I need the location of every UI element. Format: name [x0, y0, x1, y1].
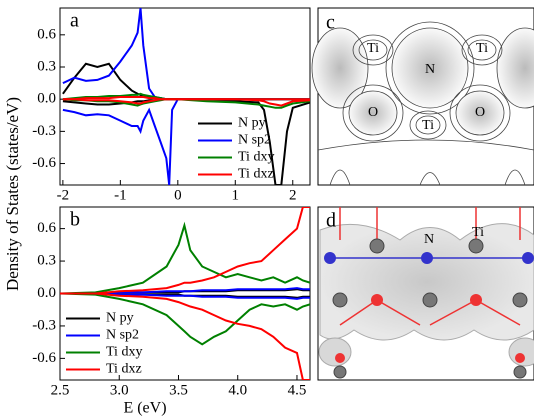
x-tick-label: 2.5 — [51, 382, 70, 398]
y-tick-label: -0.6 — [32, 350, 56, 366]
atom-label: O — [368, 105, 378, 120]
dos-line — [60, 221, 310, 295]
y-tick-label: 0.0 — [37, 285, 56, 301]
y-tick-label: 0.0 — [37, 91, 56, 107]
x-tick-label: -1 — [114, 187, 127, 203]
atom-label: N — [425, 62, 435, 77]
x-tick-label: 1 — [232, 187, 240, 203]
atom-label: Ti — [476, 41, 488, 56]
x-tick-label: 0 — [174, 187, 182, 203]
legend-label: Ti dxz — [106, 362, 142, 377]
legend-label: Ti dxy — [238, 150, 274, 165]
dos-line — [60, 207, 310, 295]
x-tick-label: -2 — [57, 187, 70, 203]
y-tick-label: 0.3 — [37, 253, 56, 269]
contour-map — [311, 7, 534, 186]
legend-label: N sp2 — [238, 133, 271, 148]
legend-label: Ti dxy — [106, 345, 142, 360]
y-tick-label: -0.3 — [32, 317, 56, 333]
panel-label: a — [70, 10, 79, 32]
y-tick-label: -0.3 — [32, 123, 56, 139]
y-tick-label: 0.6 — [37, 26, 56, 42]
y-axis-label: Density of States (states/eV) — [3, 97, 22, 291]
x-tick-label: 2 — [289, 187, 297, 203]
y-tick-label: 0.6 — [37, 220, 56, 236]
dos-line — [60, 292, 310, 300]
panel-label: b — [70, 209, 80, 231]
dos-line — [62, 96, 310, 101]
atom-label: Ti — [472, 225, 484, 240]
atom-label: Ti — [422, 118, 434, 133]
atom-label: Ti — [367, 41, 379, 56]
plot-lines — [62, 8, 310, 185]
x-tick-label: 3.5 — [169, 382, 188, 398]
legend-label: N py — [238, 116, 266, 131]
y-tick-label: 0.3 — [37, 58, 56, 74]
legend-label: N sp2 — [106, 328, 139, 343]
atom-label: N — [424, 232, 434, 247]
dos-line — [60, 287, 310, 295]
dos-line — [60, 292, 310, 346]
dos-line — [60, 292, 310, 380]
panel-label: c — [326, 12, 335, 34]
legend-label: N py — [106, 311, 134, 326]
x-tick-label: 4.5 — [288, 382, 307, 398]
x-tick-label: 4.0 — [228, 382, 247, 398]
panel-label: d — [326, 210, 336, 232]
legend-label: Ti dxz — [238, 167, 274, 182]
atom-label: O — [475, 105, 485, 120]
isosurface-view — [317, 206, 534, 381]
x-axis-label: E (eV) — [123, 400, 166, 417]
plot-lines — [60, 207, 310, 380]
x-tick-label: 3.0 — [110, 382, 129, 398]
y-tick-label: -0.6 — [32, 155, 56, 171]
